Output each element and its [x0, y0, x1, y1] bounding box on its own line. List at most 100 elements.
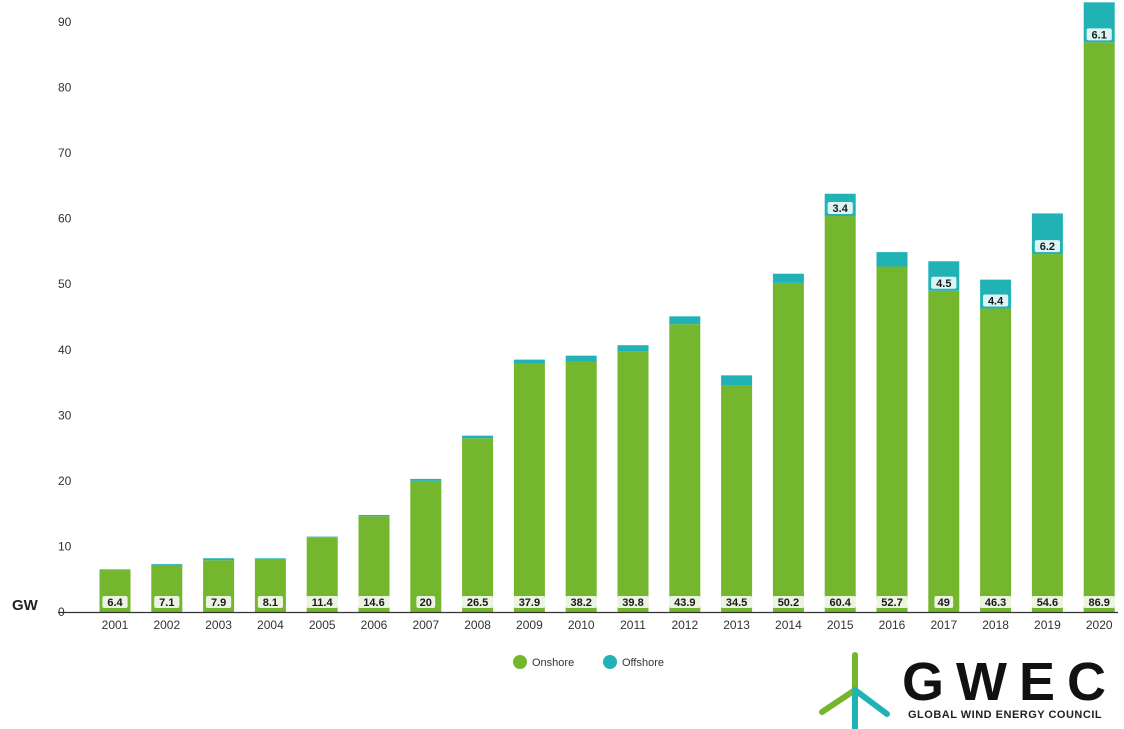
offshore-label-box	[1086, 28, 1112, 41]
onshore-label-box	[1031, 596, 1064, 608]
x-tick-label: 2015	[827, 618, 854, 632]
onshore-value-label: 50.2	[778, 597, 799, 609]
bar-onshore-2009	[513, 363, 545, 612]
bar-offshore-2013	[721, 375, 753, 386]
x-tick-label: 2013	[723, 618, 750, 632]
y-tick-label: 30	[58, 408, 72, 422]
bar-offshore-2012	[669, 316, 701, 325]
bar-offshore-2008	[462, 435, 494, 439]
onshore-value-label: 49	[938, 597, 950, 609]
legend-marker	[603, 655, 617, 669]
bar-offshore-2003	[203, 558, 235, 561]
bars: 6.4 7.1 7.9 8.1 11.4 14.6 20 26.5 37.9 38.2 39.8 43…	[99, 2, 1115, 613]
bar-offshore-2005	[306, 536, 338, 538]
bar-onshore-2015	[824, 216, 856, 613]
bar-onshore-2014	[772, 282, 804, 612]
onshore-value-label: 7.1	[159, 597, 174, 609]
onshore-label-box	[306, 596, 338, 608]
onshore-label-box	[772, 596, 805, 608]
onshore-value-label: 26.5	[467, 597, 488, 609]
y-tick-label: 90	[58, 15, 72, 29]
y-axis-ticks: 0102030405060708090	[58, 15, 72, 619]
bar-offshore-2014	[772, 273, 804, 283]
onshore-label-box	[934, 596, 954, 608]
legend-label: Onshore	[532, 657, 574, 669]
offshore-value-label: 6.1	[1092, 29, 1107, 41]
onshore-value-label: 6.4	[107, 597, 123, 609]
y-tick-label: 40	[58, 343, 72, 357]
offshore-label-box	[827, 202, 853, 215]
onshore-value-label: 39.8	[622, 597, 643, 609]
bar-offshore-2011	[617, 345, 649, 352]
onshore-label-box	[979, 596, 1012, 608]
onshore-label-box	[565, 596, 597, 608]
bar-onshore-2010	[565, 361, 597, 612]
x-tick-label: 2020	[1086, 618, 1113, 632]
bar-onshore-2007	[410, 480, 442, 612]
onshore-label-box	[720, 596, 753, 608]
bar-offshore-2016	[876, 252, 908, 267]
onshore-value-label: 7.9	[211, 597, 226, 609]
wind-turbine-icon	[819, 652, 890, 729]
x-tick-label: 2018	[982, 618, 1009, 632]
bar-onshore-2016	[876, 266, 908, 612]
logo-wordmark: GWEC	[902, 652, 1118, 712]
y-tick-label: 70	[58, 146, 72, 160]
x-tick-label: 2014	[775, 618, 802, 632]
x-tick-label: 2001	[102, 618, 129, 632]
offshore-label-box	[931, 276, 957, 289]
x-tick-label: 2004	[257, 618, 284, 632]
onshore-value-label: 43.9	[674, 597, 695, 609]
logo-subtitle: GLOBAL WIND ENERGY COUNCIL	[908, 709, 1102, 721]
bar-offshore-2007	[410, 478, 442, 481]
legend-label: Offshore	[622, 657, 664, 669]
onshore-label-box	[824, 596, 856, 608]
bar-onshore-2008	[462, 438, 494, 612]
x-tick-label: 2007	[412, 618, 439, 632]
bar-onshore-2018	[980, 308, 1012, 612]
x-tick-label: 2005	[309, 618, 336, 632]
onshore-value-label: 34.5	[726, 597, 747, 609]
x-tick-label: 2003	[205, 618, 232, 632]
onshore-label-box	[206, 596, 232, 608]
onshore-value-label: 11.4	[312, 597, 334, 609]
x-axis-ticks: 2001 2002 2003 2004 2005 2006 2007 2008 2009 2010…	[102, 618, 1113, 632]
offshore-label-box	[1034, 240, 1060, 253]
onshore-value-label: 8.1	[263, 597, 278, 609]
bar-onshore-2017	[928, 290, 960, 612]
onshore-value-label: 46.3	[985, 597, 1006, 609]
onshore-value-label: 37.9	[519, 597, 540, 609]
onshore-label-box	[416, 596, 436, 608]
y-tick-label: 60	[58, 212, 72, 226]
offshore-value-label: 6.2	[1040, 241, 1055, 253]
bar-onshore-2013	[721, 385, 753, 612]
bar-onshore-2012	[669, 324, 701, 612]
onshore-label-box	[461, 596, 494, 608]
bar-offshore-2006	[358, 514, 390, 517]
x-tick-label: 2008	[464, 618, 491, 632]
bar-onshore-2011	[617, 351, 649, 612]
onshore-label-box	[513, 596, 546, 608]
onshore-label-box	[617, 596, 649, 608]
onshore-label-box	[876, 596, 908, 608]
bar-offshore-2010	[565, 355, 597, 362]
onshore-label-box	[669, 596, 701, 608]
x-tick-label: 2010	[568, 618, 595, 632]
bar-offshore-2004	[254, 558, 286, 559]
x-tick-label: 2006	[361, 618, 388, 632]
bar-offshore-2001	[99, 569, 131, 571]
y-unit-label: GW	[12, 597, 39, 614]
bar-onshore-2020	[1083, 42, 1115, 613]
onshore-label-box	[257, 596, 283, 608]
onshore-value-label: 54.6	[1037, 597, 1058, 609]
x-tick-label: 2011	[620, 618, 646, 632]
onshore-value-label: 52.7	[881, 597, 902, 609]
onshore-label-box	[1083, 596, 1115, 608]
y-tick-label: 10	[58, 539, 72, 553]
y-tick-label: 50	[58, 277, 72, 291]
offshore-value-label: 3.4	[833, 203, 849, 215]
onshore-label-box	[358, 596, 390, 608]
gwec-logo: GWEC GLOBAL WIND ENERGY COUNCIL	[819, 652, 1118, 729]
y-tick-label: 20	[58, 474, 72, 488]
